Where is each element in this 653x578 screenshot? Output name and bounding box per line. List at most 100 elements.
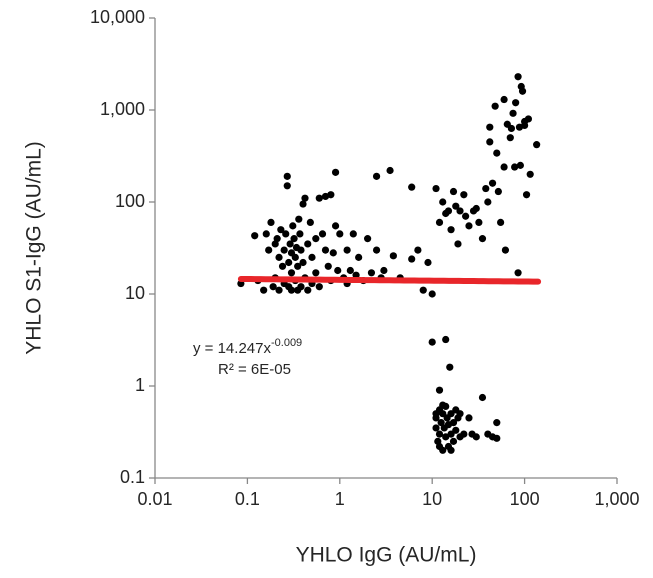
- point: [526, 170, 534, 178]
- point: [334, 266, 342, 275]
- point: [442, 335, 450, 344]
- point: [446, 363, 454, 371]
- point: [283, 172, 291, 180]
- point: [295, 215, 303, 223]
- y-tick-label: 10,000: [90, 7, 145, 27]
- point: [327, 191, 335, 199]
- point: [442, 433, 450, 441]
- y-axis-title: YHLO S1-IgG (AU/mL): [23, 141, 46, 355]
- point: [497, 218, 505, 227]
- point: [372, 246, 381, 254]
- point: [516, 161, 524, 169]
- point: [269, 283, 277, 291]
- y-tick-label: 1: [135, 375, 145, 395]
- point: [301, 194, 309, 202]
- point: [414, 246, 422, 254]
- point: [275, 286, 283, 294]
- point: [462, 212, 470, 220]
- point: [511, 163, 519, 171]
- y-tick-label: 0.1: [120, 467, 145, 487]
- point: [355, 253, 363, 261]
- point: [449, 187, 458, 196]
- point: [306, 218, 314, 227]
- point: [331, 168, 340, 176]
- point: [278, 262, 287, 270]
- point: [447, 226, 455, 234]
- point: [282, 230, 290, 238]
- point: [321, 246, 330, 254]
- point: [500, 95, 508, 104]
- point: [435, 430, 444, 438]
- point: [408, 183, 416, 191]
- point: [493, 149, 501, 157]
- y-tick-label: 1,000: [100, 99, 145, 119]
- point: [262, 230, 270, 238]
- equation-text: y = 14.247x: [193, 340, 271, 357]
- point: [424, 258, 432, 267]
- point: [380, 266, 388, 275]
- point: [294, 262, 302, 270]
- point: [312, 235, 320, 243]
- point: [517, 82, 525, 91]
- point: [472, 433, 480, 441]
- point: [291, 253, 299, 261]
- point: [315, 283, 323, 291]
- point: [386, 166, 394, 175]
- y-tick-label: 10: [125, 283, 145, 303]
- point: [521, 121, 529, 130]
- point: [432, 184, 440, 193]
- point: [428, 338, 436, 346]
- x-tick-label: 0.01: [137, 489, 172, 509]
- point: [287, 269, 296, 277]
- point: [452, 202, 460, 210]
- point: [501, 246, 510, 254]
- point: [280, 246, 288, 254]
- point: [437, 419, 445, 427]
- point: [465, 222, 473, 230]
- point: [275, 253, 283, 261]
- point: [331, 222, 340, 230]
- point: [283, 182, 291, 190]
- point: [478, 235, 487, 243]
- trend-equation: y = 14.247x-0.009: [193, 337, 302, 357]
- point: [346, 266, 354, 275]
- point: [304, 240, 312, 248]
- point: [336, 230, 344, 238]
- point: [493, 434, 501, 442]
- x-tick-label: 100: [510, 489, 540, 509]
- point: [449, 437, 458, 445]
- point: [512, 99, 520, 107]
- point: [329, 249, 337, 257]
- point: [454, 240, 462, 248]
- point: [449, 419, 458, 427]
- x-tick-label: 1,000: [594, 489, 639, 509]
- point: [514, 73, 522, 81]
- point: [290, 235, 298, 243]
- point: [289, 222, 297, 230]
- point: [493, 419, 501, 427]
- point: [260, 286, 268, 294]
- point: [456, 207, 464, 215]
- point: [372, 172, 381, 180]
- x-tick-label: 0.1: [235, 489, 260, 509]
- point: [364, 235, 372, 243]
- point: [312, 269, 320, 277]
- point: [488, 179, 497, 187]
- point: [432, 424, 440, 432]
- point: [514, 269, 522, 277]
- point: [432, 410, 440, 418]
- point: [297, 246, 305, 254]
- point: [486, 123, 494, 131]
- point: [287, 286, 296, 294]
- point: [349, 230, 357, 238]
- x-axis-title: YHLO IgG (AU/mL): [296, 544, 477, 567]
- point: [486, 138, 494, 146]
- point: [435, 386, 444, 394]
- point: [494, 187, 502, 196]
- point: [478, 393, 487, 402]
- point: [267, 218, 275, 227]
- point: [522, 191, 531, 199]
- point: [324, 262, 332, 270]
- y-tick-label: 100: [115, 191, 145, 211]
